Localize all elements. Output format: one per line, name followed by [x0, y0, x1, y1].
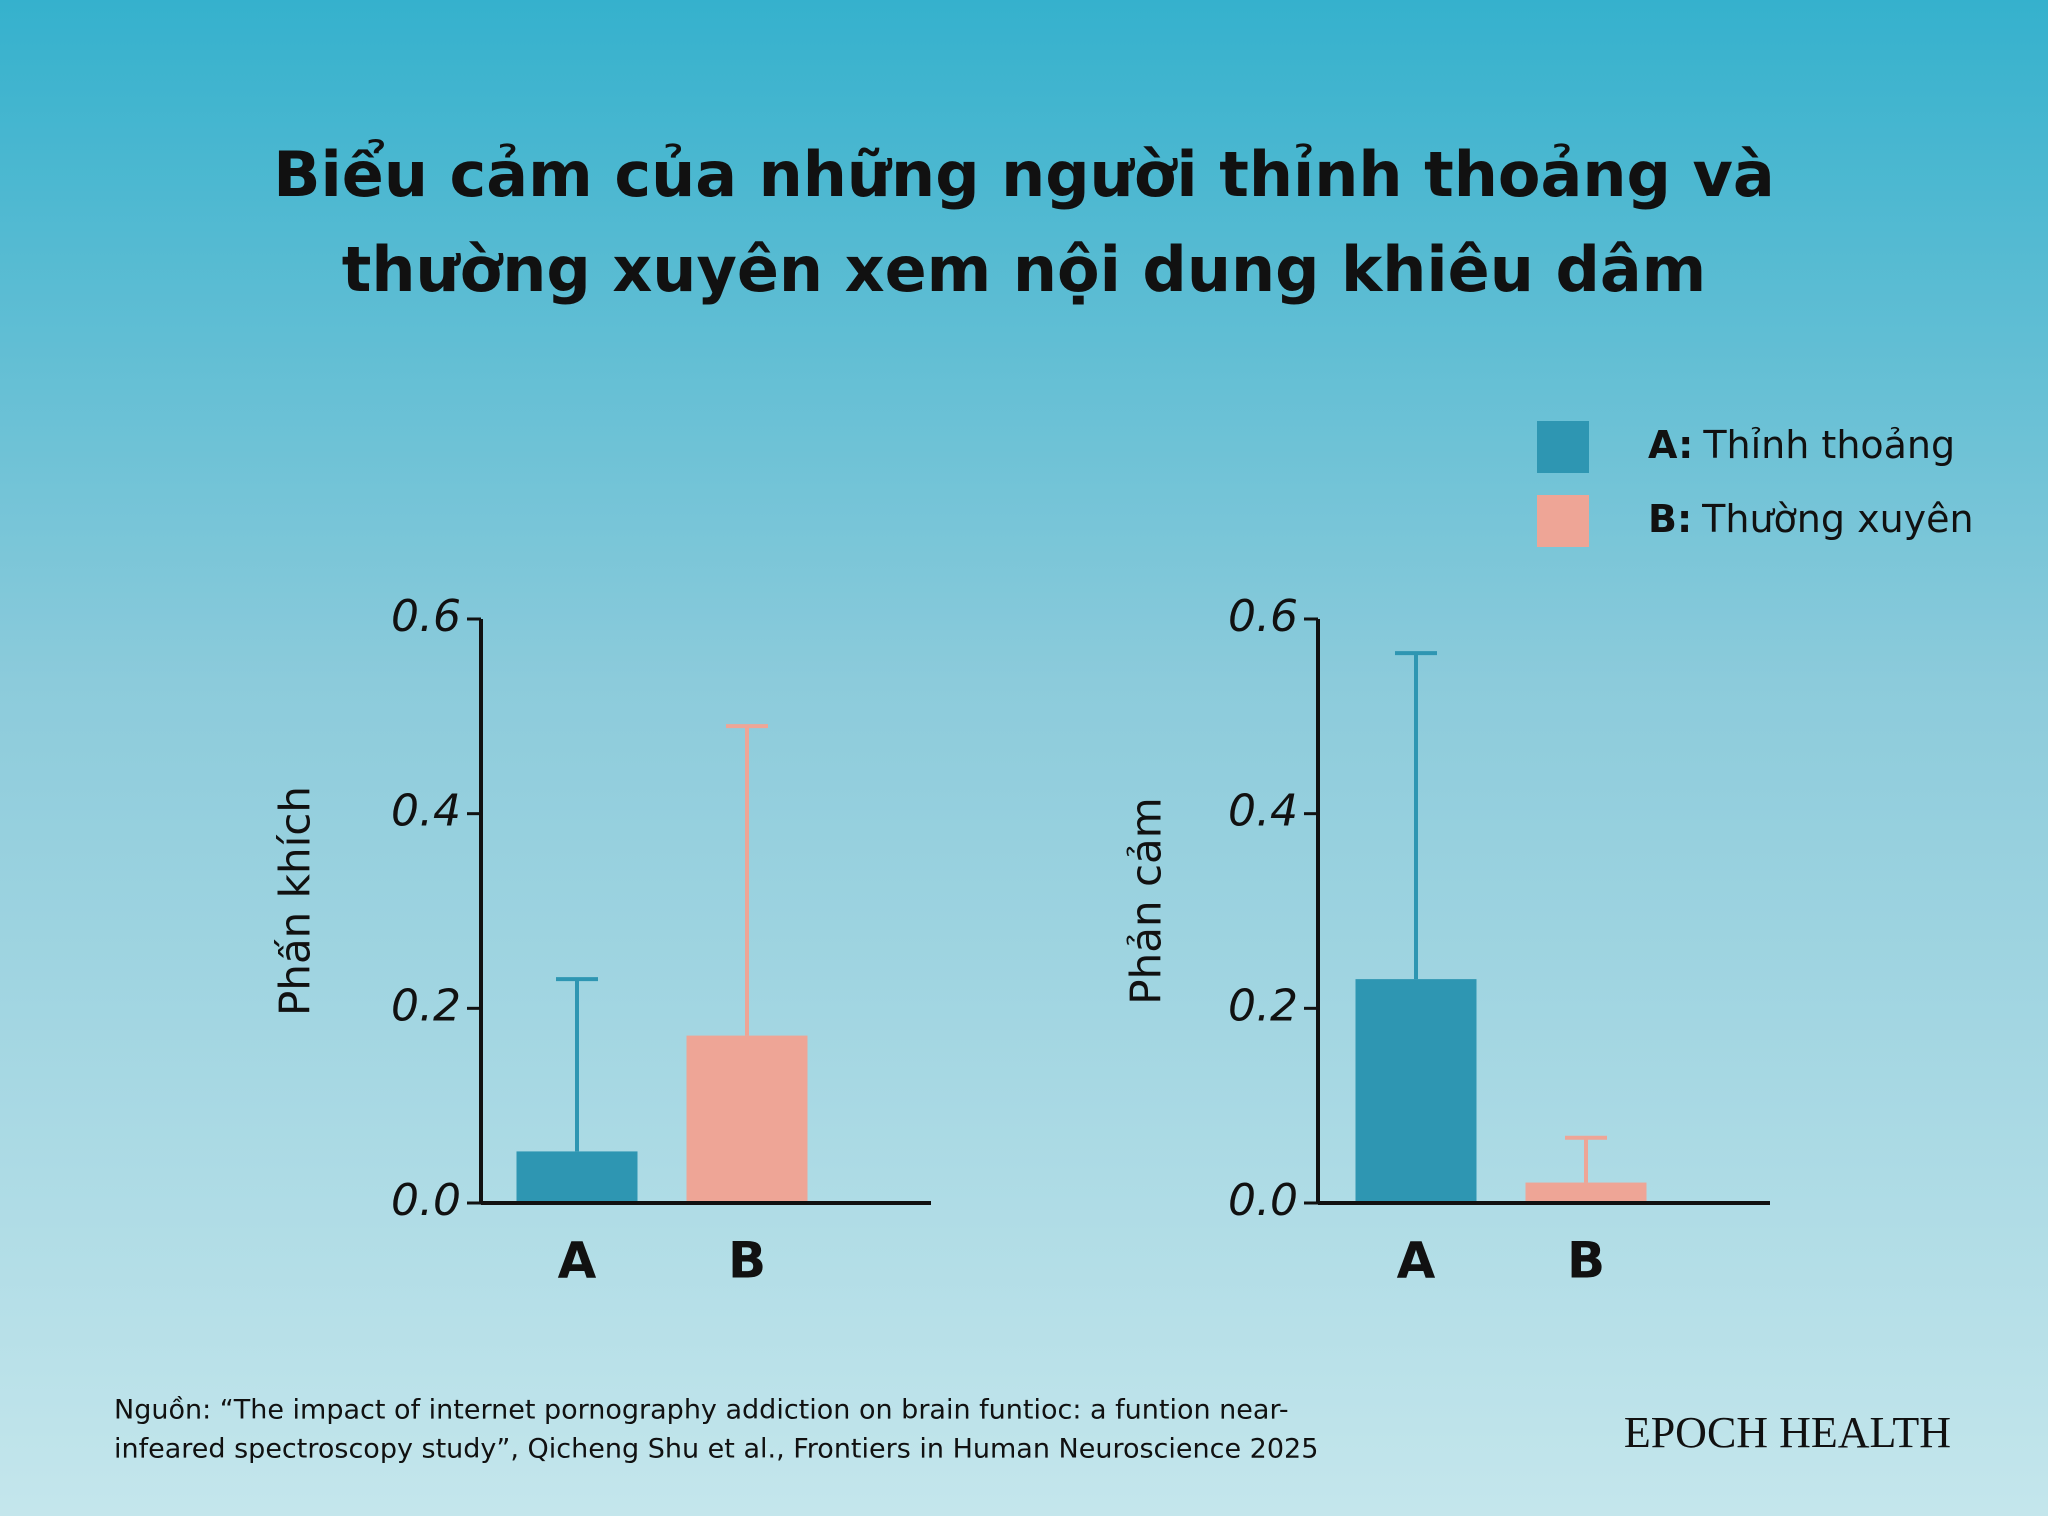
y-tick-label: 0.6 [1228, 591, 1298, 642]
x-tick-label: B [728, 1232, 766, 1290]
legend-text: Thường xuyên [1701, 497, 1973, 541]
legend-label: A: Thỉnh thoảng [1648, 423, 1955, 467]
y-tick-label: 0.6 [391, 591, 461, 642]
x-tick-label: B [1567, 1232, 1605, 1290]
y-tick-label: 0.0 [1228, 1175, 1298, 1226]
title: Biểu cảm của những người thỉnh thoảng và [273, 138, 1774, 211]
y-tick-label: 0.0 [391, 1175, 461, 1226]
legend-key: A: [1648, 423, 1693, 467]
bar [686, 1035, 808, 1203]
bar [516, 1151, 638, 1203]
legend-swatch [1537, 421, 1589, 473]
bar [1525, 1182, 1647, 1203]
brand: EPOCH HEALTH [1624, 1408, 1951, 1457]
y-tick-label: 0.2 [1228, 980, 1298, 1031]
source: infeared spectroscopy study”, Qicheng Sh… [114, 1434, 1318, 1465]
legend-label: B: Thường xuyên [1648, 497, 1974, 541]
legend-text: Thỉnh thoảng [1702, 423, 1955, 467]
x-tick-label: A [558, 1232, 597, 1290]
x-tick-label: A [1397, 1232, 1436, 1290]
title: thường xuyên xem nội dung khiêu dâm [342, 233, 1707, 306]
source: Nguồn: “The impact of internet pornograp… [114, 1395, 1289, 1426]
y-tick-label: 0.4 [1228, 786, 1298, 837]
bar [1355, 979, 1477, 1203]
y-axis-title: Phản cảm [1122, 797, 1171, 1004]
y-axis-title: Phấn khích [271, 786, 320, 1016]
y-tick-label: 0.4 [391, 786, 461, 837]
legend-swatch [1537, 495, 1589, 547]
legend-key: B: [1648, 497, 1692, 541]
y-tick-label: 0.2 [391, 980, 461, 1031]
